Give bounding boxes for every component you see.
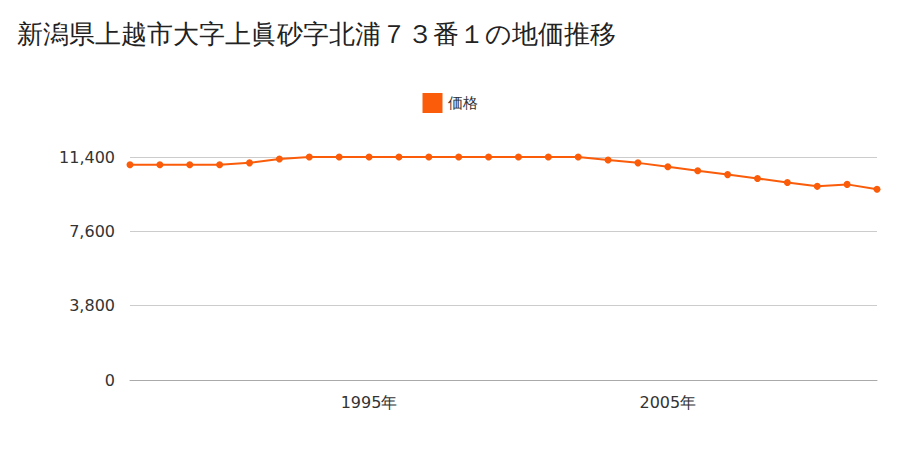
- svg-text:7,600: 7,600: [69, 222, 115, 241]
- svg-text:新潟県上越市大字上眞砂字北浦７３番１の地価推移: 新潟県上越市大字上眞砂字北浦７３番１の地価推移: [17, 19, 616, 49]
- svg-text:価格: 価格: [448, 94, 478, 112]
- svg-text:11,400: 11,400: [59, 148, 115, 167]
- svg-text:0: 0: [105, 371, 115, 390]
- svg-text:3,800: 3,800: [69, 296, 115, 315]
- svg-text:1995年: 1995年: [341, 393, 398, 412]
- svg-text:2005年: 2005年: [639, 393, 696, 412]
